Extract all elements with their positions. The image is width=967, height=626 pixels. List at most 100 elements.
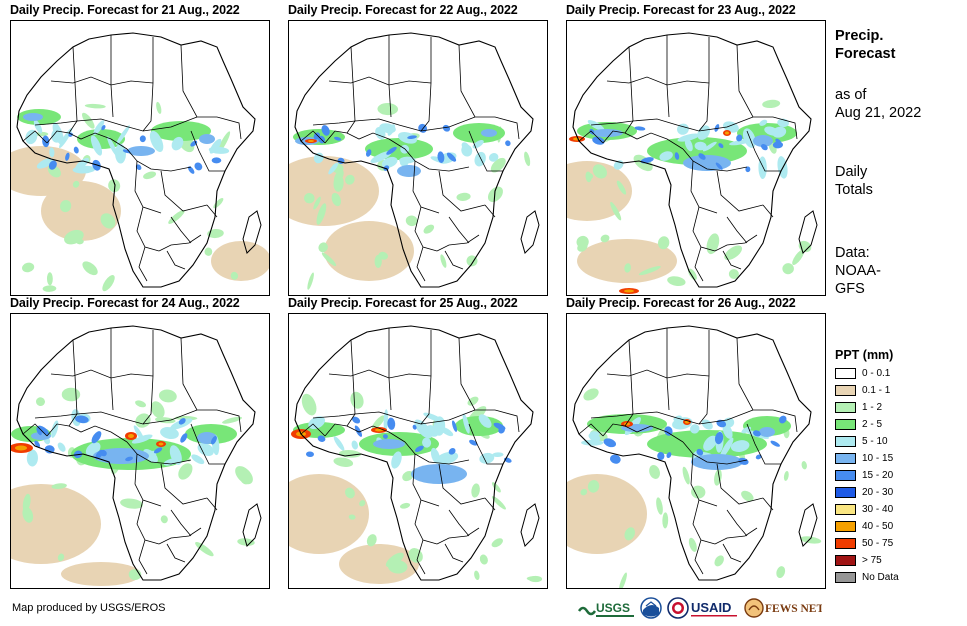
data-source: Data: NOAA- GFS [835, 244, 881, 298]
country-border [404, 148, 470, 172]
country-border [578, 130, 604, 144]
legend-label: 2 - 5 [862, 419, 883, 430]
precip-area [446, 152, 457, 162]
precip-area [800, 536, 822, 544]
precip-area [197, 442, 214, 457]
panel-title: Daily Precip. Forecast for 23 Aug., 2022 [566, 3, 796, 17]
country-border [300, 423, 326, 437]
source-line1: Data: [835, 245, 870, 261]
country-border [484, 497, 496, 511]
fews-net-logo: FEWS NET [744, 596, 822, 620]
precip-area [762, 99, 781, 109]
precip-area [755, 454, 762, 460]
precip-area [761, 143, 768, 151]
legend-swatch [835, 419, 856, 430]
precip-area [567, 161, 632, 221]
forecast-map [288, 20, 548, 296]
country-border [714, 234, 758, 252]
precip-area [587, 479, 600, 493]
precip-area [600, 234, 610, 243]
precip-area [365, 149, 372, 157]
precip-area [490, 157, 506, 173]
precip-area [350, 391, 364, 409]
precip-area [318, 242, 328, 253]
precip-area [698, 153, 706, 160]
precip-area [662, 512, 669, 529]
precip-area [592, 164, 607, 179]
precip-area [399, 157, 409, 167]
precip-area [612, 457, 619, 463]
country-border [722, 250, 742, 270]
svg-text:USAID: USAID [691, 600, 731, 615]
country-border [666, 35, 670, 118]
precip-area [127, 146, 155, 156]
totals-line1: Daily [835, 164, 868, 180]
precip-area [210, 435, 217, 445]
precip-area [180, 433, 188, 443]
country-border [420, 330, 432, 425]
madagascar-outline [798, 210, 818, 254]
precip-area [493, 422, 506, 430]
precip-area [22, 493, 31, 512]
precip-area [526, 576, 542, 581]
precip-area [714, 555, 724, 567]
country-border [22, 423, 48, 437]
country-border [142, 330, 154, 425]
precip-area [60, 199, 72, 213]
country-border [448, 509, 470, 537]
precip-area [422, 437, 432, 448]
precip-area [194, 162, 203, 171]
legend-swatch [835, 436, 856, 447]
precip-area [82, 261, 98, 276]
precip-area [147, 450, 157, 461]
precip-area [22, 506, 34, 523]
precip-area [725, 131, 729, 135]
country-border [328, 369, 432, 379]
country-border [690, 160, 718, 214]
precip-area [207, 228, 224, 239]
side-title: Precip. Forecast [835, 27, 895, 63]
precip-area [461, 142, 471, 152]
precip-area [377, 102, 399, 116]
precip-area [690, 424, 700, 434]
precip-area [188, 166, 195, 174]
country-border [166, 543, 186, 563]
precip-area [135, 413, 151, 428]
precip-area [49, 147, 55, 158]
country-border [624, 339, 634, 427]
precip-area [331, 192, 342, 207]
precip-area [456, 192, 471, 201]
country-border [50, 369, 154, 379]
precip-area [442, 124, 451, 132]
precip-area [640, 157, 654, 164]
country-border [666, 328, 670, 411]
country-border [110, 328, 114, 411]
precip-area [36, 427, 42, 436]
africa-map [11, 325, 262, 586]
country-border [190, 423, 225, 465]
madagascar-outline [520, 210, 540, 254]
precip-area [577, 241, 588, 252]
africa-map [567, 325, 822, 588]
country-border [50, 76, 154, 86]
precip-area [57, 553, 65, 562]
precip-area [158, 389, 177, 403]
partner-logos: USGS USAID FEWS NET [577, 594, 822, 622]
precip-area [116, 125, 130, 145]
precip-area [487, 186, 503, 203]
forecast-map [566, 313, 826, 589]
coastline [16, 325, 256, 581]
country-border [180, 44, 217, 118]
precip-area [317, 435, 326, 442]
precip-area [345, 174, 355, 185]
precip-area [688, 268, 697, 281]
precip-area [587, 173, 594, 179]
country-border [682, 441, 748, 465]
precip-area [703, 435, 718, 451]
country-border [170, 216, 192, 244]
legend-swatch [835, 538, 856, 549]
precip-area [592, 136, 605, 145]
precip-area [313, 132, 321, 140]
precip-area [666, 452, 672, 459]
precip-area [776, 566, 786, 579]
